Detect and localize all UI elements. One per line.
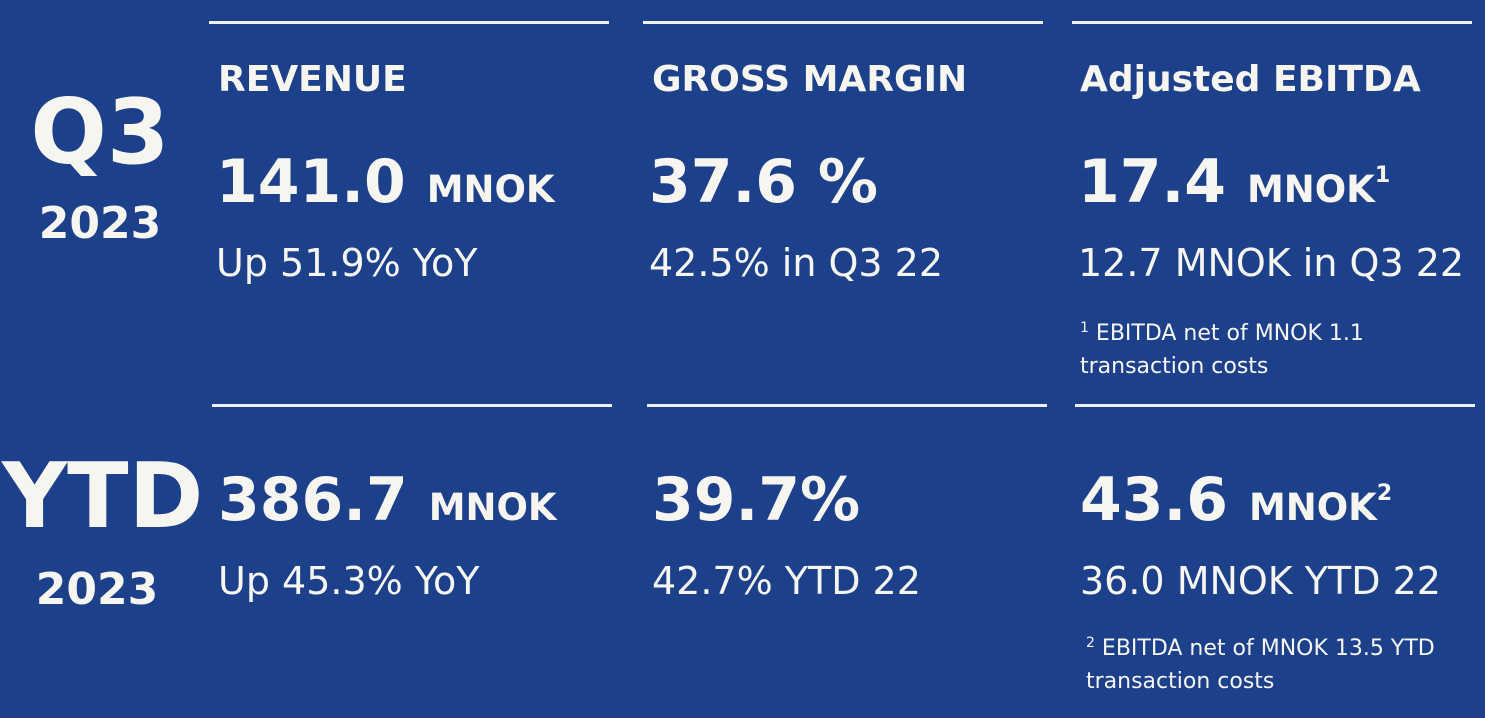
ytd-ebitda-footnote-marker: 2 xyxy=(1376,481,1393,506)
ytd-ebitda-number: 43.6 xyxy=(1080,465,1229,535)
ytd-gross-margin-value: 39.7% xyxy=(652,465,861,535)
q3-footnote-number: 1 xyxy=(1080,320,1089,336)
q3-ebitda-unit: MNOK1 xyxy=(1246,165,1390,211)
ytd-gross-margin-comparison: 42.7% YTD 22 xyxy=(652,559,921,603)
q3-gross-margin-comparison: 42.5% in Q3 22 xyxy=(649,241,944,285)
ytd-revenue-comparison: Up 45.3% YoY xyxy=(218,559,480,603)
q3-gross-margin-value: 37.6 % xyxy=(649,147,879,217)
header-gross-margin: GROSS MARGIN xyxy=(652,59,968,100)
header-ebitda: Adjusted EBITDA xyxy=(1080,59,1421,100)
q3-ebitda-unit-text: MNOK xyxy=(1246,168,1375,211)
q3-footnote-text: EBITDA net of MNOK 1.1 transaction costs xyxy=(1080,321,1364,379)
ytd-footnote-number: 2 xyxy=(1086,635,1095,651)
period-label-q3: Q3 xyxy=(30,80,170,185)
divider-top-revenue xyxy=(209,21,609,24)
ytd-revenue-unit: MNOK xyxy=(428,486,557,529)
divider-mid-revenue xyxy=(212,404,612,407)
divider-mid-ebitda xyxy=(1075,404,1475,407)
q3-ebitda-comparison: 12.7 MNOK in Q3 22 xyxy=(1078,241,1465,285)
divider-top-ebitda xyxy=(1072,21,1472,24)
q3-revenue-value: 141.0 MNOK xyxy=(216,152,555,212)
q3-ebitda-number: 17.4 xyxy=(1078,147,1227,217)
divider-top-gross-margin xyxy=(643,21,1043,24)
ytd-ebitda-footnote: 2 EBITDA net of MNOK 13.5 YTD transactio… xyxy=(1086,627,1476,698)
q3-revenue-comparison: Up 51.9% YoY xyxy=(216,241,478,285)
ytd-ebitda-unit-text: MNOK xyxy=(1248,486,1377,529)
q3-revenue-unit: MNOK xyxy=(426,168,555,211)
q3-revenue-number: 141.0 xyxy=(216,147,406,217)
q3-ebitda-footnote-marker: 1 xyxy=(1374,163,1391,188)
q3-ebitda-value: 17.4 MNOK1 xyxy=(1078,152,1390,212)
ytd-revenue-number: 386.7 xyxy=(218,465,408,535)
ytd-revenue-value: 386.7 MNOK xyxy=(218,470,557,530)
period-year-ytd: 2023 xyxy=(35,564,159,615)
q3-ebitda-footnote: 1 EBITDA net of MNOK 1.1 transaction cos… xyxy=(1080,312,1470,383)
ytd-ebitda-value: 43.6 MNOK2 xyxy=(1080,470,1392,530)
header-revenue: REVENUE xyxy=(218,59,407,100)
period-label-ytd: YTD xyxy=(2,444,204,549)
period-year-q3: 2023 xyxy=(38,198,162,249)
divider-mid-gross-margin xyxy=(647,404,1047,407)
ytd-ebitda-comparison: 36.0 MNOK YTD 22 xyxy=(1080,559,1441,603)
ytd-footnote-text: EBITDA net of MNOK 13.5 YTD transaction … xyxy=(1086,636,1435,694)
ytd-ebitda-unit: MNOK2 xyxy=(1248,483,1392,529)
